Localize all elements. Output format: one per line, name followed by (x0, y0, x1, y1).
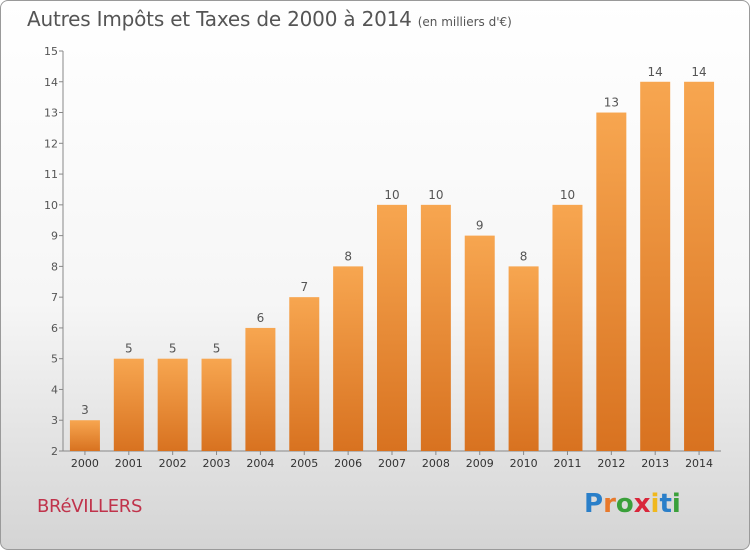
logo-letter: r (603, 489, 616, 519)
y-tick-label: 14 (44, 76, 58, 89)
logo-letter: P (584, 489, 604, 519)
y-tick-label: 2 (51, 445, 58, 458)
x-tick-label: 2010 (510, 457, 538, 470)
bar-value-label: 13 (604, 96, 619, 110)
x-tick-label: 2011 (553, 457, 581, 470)
bar (333, 266, 364, 451)
bar-value-label: 10 (560, 188, 575, 202)
bar (289, 297, 320, 451)
bar (640, 81, 671, 452)
bar (113, 358, 144, 451)
y-tick-label: 8 (51, 260, 58, 273)
chart-title-text: Autres Impôts et Taxes de 2000 à 2014 (27, 7, 412, 31)
chart-unit: (en milliers d'€) (417, 15, 512, 29)
bar (69, 420, 100, 451)
bar (377, 204, 407, 451)
y-tick-label: 10 (44, 199, 58, 212)
bar (157, 358, 188, 451)
chart-title: Autres Impôts et Taxes de 2000 à 2014 (en… (27, 7, 512, 31)
x-tick-label: 2002 (159, 457, 187, 470)
commune-name: BRéVILLERS (37, 496, 143, 517)
proxiti-logo: Proxiti (584, 489, 681, 519)
x-tick-label: 2004 (246, 457, 274, 470)
logo-letter: i (671, 489, 681, 519)
logo-letter: x (633, 489, 651, 519)
bar-value-label: 10 (428, 188, 443, 202)
y-tick-label: 9 (51, 230, 58, 243)
bar (201, 358, 232, 451)
bar-value-label: 7 (300, 280, 308, 294)
logo-letter: o (615, 489, 634, 519)
x-tick-label: 2013 (641, 457, 669, 470)
y-tick-label: 4 (51, 383, 58, 396)
bar-value-label: 5 (169, 342, 177, 356)
bar-value-label: 6 (257, 311, 265, 325)
bar (245, 327, 276, 451)
y-tick-label: 5 (51, 353, 58, 366)
x-tick-label: 2014 (685, 457, 713, 470)
bar (420, 204, 451, 451)
bar-value-label: 8 (344, 249, 352, 263)
x-tick-label: 2000 (71, 457, 99, 470)
y-tick-label: 15 (44, 45, 58, 58)
bar-value-label: 3 (81, 403, 89, 417)
bar-value-label: 14 (648, 65, 663, 79)
bar-value-label: 9 (476, 219, 484, 233)
bar (508, 266, 539, 451)
x-tick-label: 2009 (466, 457, 494, 470)
y-tick-label: 6 (51, 322, 58, 335)
bar-value-label: 5 (125, 342, 133, 356)
y-tick-label: 11 (44, 168, 58, 181)
bar-value-label: 14 (691, 65, 706, 79)
x-tick-label: 2006 (334, 457, 362, 470)
y-tick-label: 3 (51, 414, 58, 427)
bar-value-label: 8 (520, 249, 528, 263)
x-tick-label: 2007 (378, 457, 406, 470)
x-tick-label: 2003 (203, 457, 231, 470)
x-tick-label: 2008 (422, 457, 450, 470)
bar-value-label: 10 (384, 188, 399, 202)
x-tick-label: 2005 (290, 457, 318, 470)
y-tick-label: 13 (44, 107, 58, 120)
y-tick-label: 7 (51, 291, 58, 304)
bar (684, 81, 715, 452)
logo-letter: t (659, 489, 672, 519)
bar (596, 112, 627, 452)
bar (464, 235, 495, 451)
x-tick-label: 2012 (597, 457, 625, 470)
logo-letter: i (650, 489, 660, 519)
bar-value-label: 5 (213, 342, 221, 356)
y-tick-label: 12 (44, 137, 58, 150)
x-tick-label: 2001 (115, 457, 143, 470)
bar (552, 204, 583, 451)
